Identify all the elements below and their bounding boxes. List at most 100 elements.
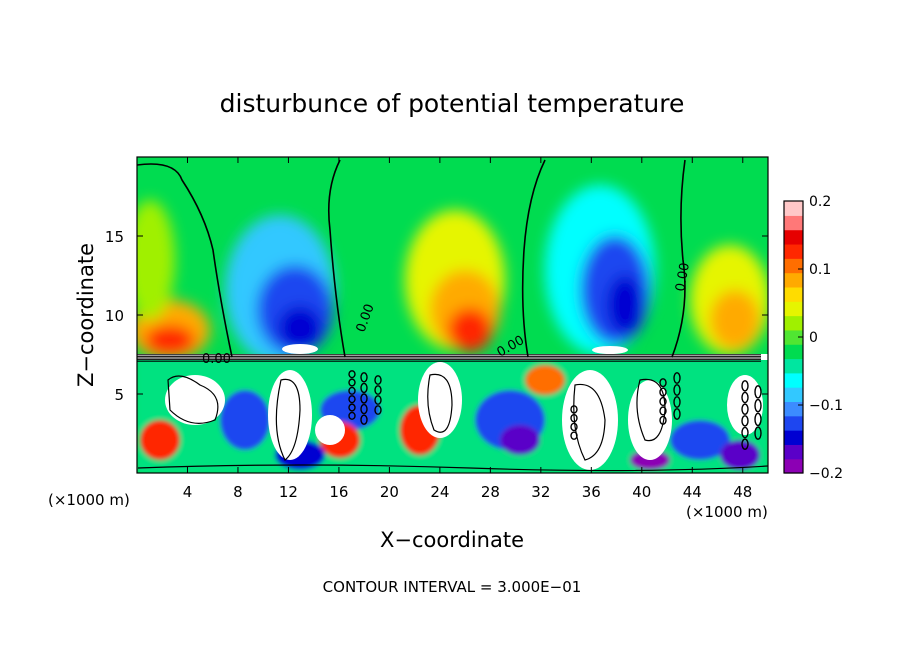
contour-bead — [673, 372, 681, 384]
colorbar-swatch — [784, 272, 803, 288]
x-tick-label: 16 — [329, 483, 348, 501]
contour-beads — [348, 370, 762, 450]
contour-bead — [570, 405, 578, 414]
lower-contours — [137, 373, 768, 472]
colorbar-swatch — [784, 286, 803, 302]
contour-bead — [348, 386, 356, 395]
chart-title: disturbunce of potential temperature — [220, 89, 685, 118]
colorbar-tick-label: −0.2 — [809, 466, 843, 482]
x-unit-left: (×1000 m) — [48, 491, 130, 509]
x-tick-label: 20 — [380, 483, 399, 501]
contour-bead — [348, 370, 356, 379]
colorbar-swatch — [784, 201, 803, 216]
colorbar-swatch — [784, 358, 803, 374]
contour-bead — [673, 396, 681, 408]
contour-bead — [754, 426, 762, 440]
x-tick-label: 28 — [481, 483, 500, 501]
colorbar-swatch — [784, 344, 803, 360]
x-tick-label: 12 — [279, 483, 298, 501]
contour-bead — [570, 413, 578, 423]
x-tick-label: 32 — [531, 483, 550, 501]
contour-bead — [741, 426, 749, 439]
contour-bead — [360, 382, 368, 394]
contour-bead — [659, 406, 667, 416]
x-tick-label: 44 — [683, 483, 702, 501]
contour-bead — [374, 405, 382, 415]
band-line — [137, 358, 761, 361]
contour-bead — [673, 408, 681, 420]
colorbar-swatch — [784, 243, 803, 259]
band-contours — [137, 354, 761, 362]
x-tick-label: 48 — [733, 483, 752, 501]
colorbar-tick-label: −0.1 — [809, 398, 843, 414]
colorbar-swatch — [784, 458, 803, 474]
contour-bead — [659, 396, 667, 407]
x-axis: 4 8 12 16 20 24 28 32 36 40 44 48 — [183, 157, 752, 501]
contour-bead — [659, 415, 667, 425]
contour-bead — [673, 384, 681, 396]
x-tick-label: 8 — [233, 483, 243, 501]
colorbar-swatch — [784, 229, 803, 245]
contour-bead — [754, 412, 762, 427]
contour-bead — [374, 375, 382, 385]
contour-bead — [360, 372, 368, 383]
colorbar-swatch — [784, 315, 803, 331]
colorbar-swatch — [784, 258, 803, 274]
contour-bead — [374, 395, 382, 405]
contour-bead — [754, 398, 762, 413]
colorbar-swatch — [784, 301, 803, 317]
colorbar-swatch — [784, 387, 803, 403]
colorbar-tick-label: 0 — [809, 330, 818, 346]
inversion-band — [137, 354, 768, 360]
contour-interval-note: CONTOUR INTERVAL = 3.000E−01 — [323, 578, 582, 596]
x-tick-label: 4 — [183, 483, 193, 501]
contour-lines — [137, 159, 686, 358]
contour-bead — [348, 395, 356, 404]
contour-bead — [741, 403, 749, 415]
colorbar-swatch — [784, 329, 803, 345]
plot-area: 0.00 0.00 0.00 0.00 4 8 12 16 20 24 28 32 36 40 44… — [105, 156, 769, 501]
contour-bead — [741, 380, 749, 392]
saturated-regions — [165, 344, 763, 470]
contour-label: 0.00 — [673, 262, 693, 293]
band-line — [137, 357, 761, 359]
y-tick-label: 10 — [105, 307, 124, 325]
contour-bead — [348, 378, 356, 387]
contour-bead — [570, 422, 578, 432]
contour-bead — [348, 411, 356, 420]
band-line — [137, 360, 761, 362]
y-axis: 5 10 15 — [105, 228, 768, 404]
y-axis-label: Z−coordinate — [74, 243, 98, 387]
contour-bead — [374, 385, 382, 395]
colorbar-swatch — [784, 401, 803, 417]
contour-bead — [741, 391, 749, 404]
colorbar-swatch — [784, 372, 803, 388]
contour-bead — [741, 438, 749, 450]
colorbar: 0.2 0.1 0 −0.1 −0.2 — [783, 194, 843, 482]
x-tick-label: 36 — [582, 483, 601, 501]
upper-anomalies — [137, 185, 768, 365]
y-tick-label: 15 — [105, 228, 124, 246]
contour-bead — [570, 431, 578, 440]
band-line — [137, 355, 761, 357]
x-axis-label: X−coordinate — [380, 528, 524, 552]
colorbar-swatch — [784, 444, 803, 460]
contour-bead — [659, 378, 667, 388]
colorbar-swatch — [784, 215, 803, 231]
contour-bead — [348, 403, 356, 412]
x-unit-right: (×1000 m) — [686, 503, 768, 521]
contour-label: 0.00 — [202, 352, 231, 367]
contour-bead — [360, 403, 368, 415]
heatmap-field — [137, 157, 768, 473]
colorbar-tick-label: 0.2 — [809, 194, 831, 210]
y-tick-label: 5 — [114, 386, 124, 404]
contour-bead — [741, 415, 749, 427]
contour-bead — [754, 385, 762, 399]
contour-bead — [360, 393, 368, 404]
contour-bead — [659, 387, 667, 397]
colorbar-swatch — [784, 415, 803, 431]
x-tick-label: 24 — [430, 483, 449, 501]
colorbar-swatch — [784, 430, 803, 445]
colorbar-tick-label: 0.1 — [809, 262, 831, 278]
